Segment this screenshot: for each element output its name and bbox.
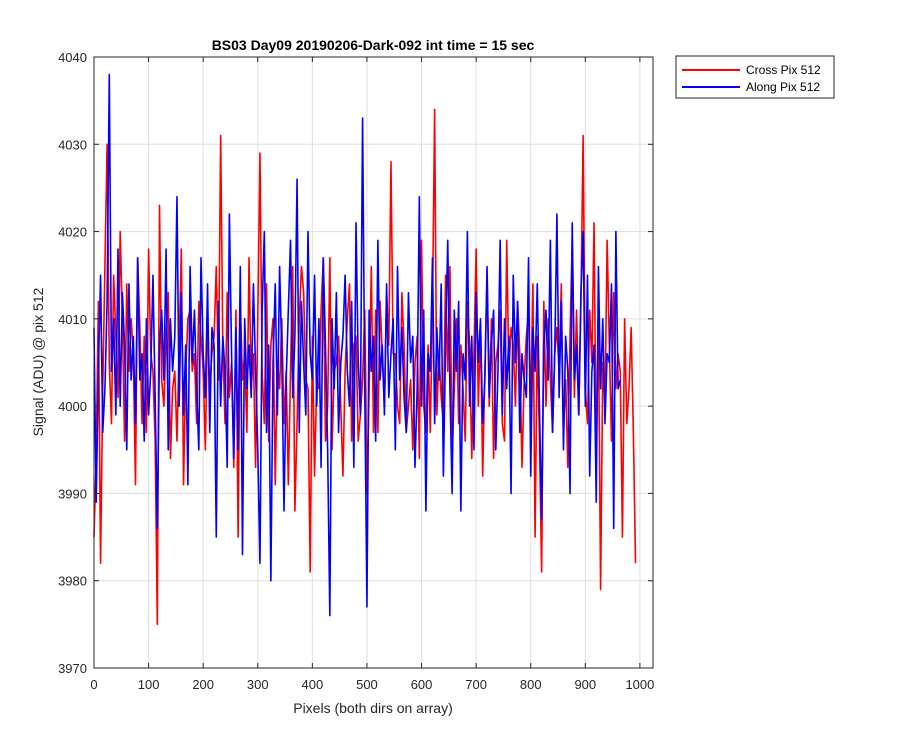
y-tick-label: 4030 [58,137,87,152]
legend-label-along: Along Pix 512 [746,80,820,94]
y-tick-label: 4010 [58,312,87,327]
x-tick-label: 400 [302,677,324,692]
legend-box [675,55,835,99]
x-tick-label: 300 [247,677,269,692]
x-tick-label: 200 [192,677,214,692]
y-tick-label: 3990 [58,486,87,501]
x-tick-label: 700 [465,677,487,692]
legend: Cross Pix 512 Along Pix 512 [675,55,835,99]
series-line-along-pix-512 [93,73,622,617]
y-tick-label: 3970 [58,661,87,676]
x-tick-label: 800 [520,677,542,692]
x-tick-label: 0 [90,677,97,692]
y-tick-label: 4020 [58,225,87,240]
y-axis-label: Signal (ADU) @ pix 512 [30,287,46,436]
x-tick-label: 100 [138,677,160,692]
chart-title: BS03 Day09 20190206-Dark-092 int time = … [212,37,535,53]
legend-label-cross: Cross Pix 512 [746,63,821,77]
y-tick-label: 4040 [58,50,87,65]
x-tick-label: 1000 [625,677,654,692]
x-axis-label: Pixels (both dirs on array) [293,700,453,716]
y-tick-label: 4000 [58,399,87,414]
x-tick-label: 500 [356,677,378,692]
plot-area: 0 100 200 300 400 500 600 700 800 900 1000 3970 3980… [58,50,654,692]
y-tick-label: 3980 [58,574,87,589]
x-tick-label: 900 [574,677,596,692]
x-tick-label: 600 [411,677,433,692]
plot-border [93,56,654,669]
